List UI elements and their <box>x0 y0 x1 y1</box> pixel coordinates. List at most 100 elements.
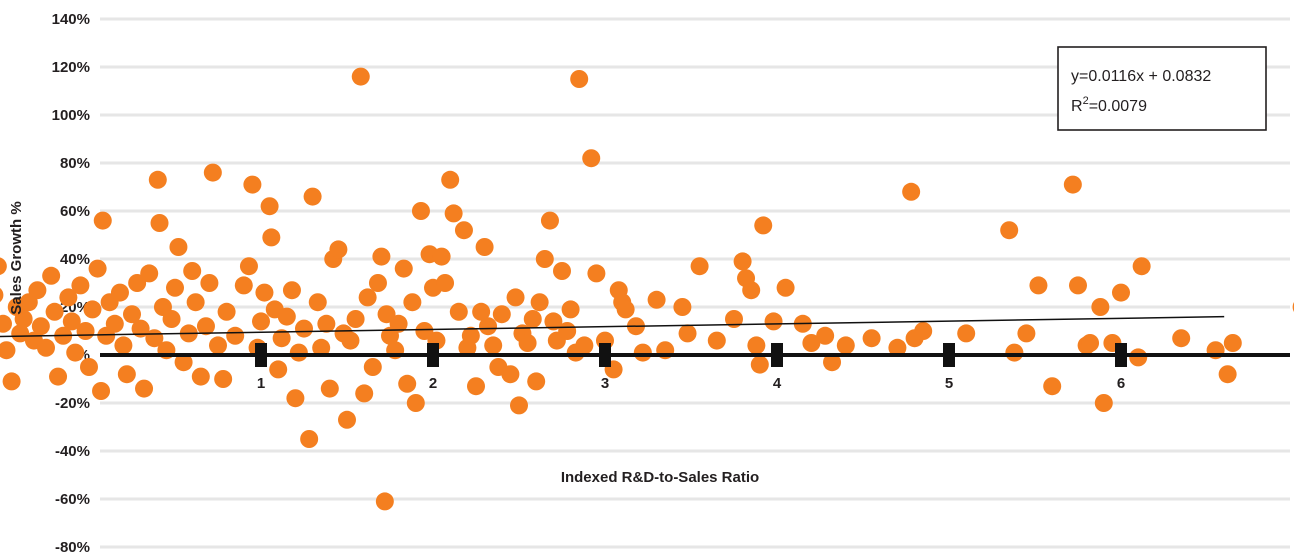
data-point <box>902 182 921 201</box>
data-point <box>277 307 296 326</box>
data-point <box>678 324 697 343</box>
data-point <box>1132 257 1151 276</box>
y-tick-label: 60% <box>60 203 90 220</box>
data-point <box>174 353 193 372</box>
y-tick-label: 140% <box>52 11 90 28</box>
data-point <box>358 288 377 307</box>
y-tick-label: -80% <box>55 539 90 556</box>
data-point <box>239 257 258 276</box>
data-point <box>540 211 559 230</box>
data-point <box>411 202 430 220</box>
data-point <box>162 310 181 328</box>
x-tick-label: 3 <box>601 375 609 392</box>
data-point <box>725 310 743 328</box>
x-tick-mark <box>943 343 955 367</box>
data-point <box>209 336 227 355</box>
trendline-path <box>0 315 1225 338</box>
r-squared-label: R2=0.0079 <box>1071 95 1147 115</box>
data-point <box>368 274 387 292</box>
data-point <box>0 257 7 275</box>
data-point <box>105 314 124 333</box>
data-point <box>114 336 133 355</box>
data-point <box>764 312 783 331</box>
data-point <box>461 326 480 345</box>
data-point <box>329 240 348 259</box>
data-point <box>14 310 33 328</box>
data-point <box>1000 221 1019 240</box>
r-squared-superscript: 2 <box>1083 95 1089 107</box>
data-point <box>733 252 752 271</box>
data-point <box>506 288 525 307</box>
data-point <box>320 379 339 398</box>
data-point <box>37 338 55 357</box>
data-point <box>616 300 635 319</box>
data-point <box>776 278 795 297</box>
data-point <box>346 310 365 328</box>
data-point <box>42 266 61 285</box>
data-point <box>148 170 167 189</box>
x-tick-label: 4 <box>773 375 782 392</box>
data-point <box>444 204 463 223</box>
data-point <box>510 396 528 415</box>
x-tick-label: 6 <box>1117 375 1125 392</box>
data-point <box>553 262 571 280</box>
data-point <box>449 302 468 321</box>
data-point <box>363 358 382 376</box>
data-point <box>544 312 563 331</box>
data-point <box>203 163 222 182</box>
data-point <box>183 262 202 280</box>
data-point <box>31 317 50 336</box>
data-point <box>123 305 141 324</box>
data-point <box>186 293 205 312</box>
data-point <box>49 367 68 386</box>
data-point <box>117 365 136 384</box>
data-points <box>0 67 1294 511</box>
data-point <box>802 334 821 352</box>
data-point <box>28 281 47 300</box>
x-axis <box>100 343 1290 367</box>
data-point <box>1081 334 1100 352</box>
x-tick-mark <box>255 343 267 367</box>
data-point <box>570 70 589 88</box>
data-point <box>289 343 308 362</box>
data-point <box>317 314 336 333</box>
data-point <box>150 214 169 232</box>
data-point <box>816 326 835 345</box>
data-point <box>131 319 150 338</box>
x-tick-label: 1 <box>257 375 265 392</box>
data-point <box>140 264 159 283</box>
y-tick-label: -20% <box>55 395 90 412</box>
data-point <box>282 281 301 300</box>
data-point <box>2 372 21 391</box>
data-point <box>92 382 111 400</box>
data-point <box>375 492 394 511</box>
data-point <box>0 287 4 303</box>
data-point <box>957 324 976 343</box>
data-point <box>415 322 434 340</box>
data-point <box>88 259 107 278</box>
x-axis-title: Indexed R&D-to-Sales Ratio <box>561 469 759 486</box>
data-point <box>403 293 422 312</box>
data-point <box>269 360 288 379</box>
data-point <box>587 264 606 283</box>
annotation-frame <box>1057 46 1267 131</box>
data-point <box>243 175 262 194</box>
data-point <box>226 326 245 345</box>
data-point <box>252 312 270 331</box>
data-point <box>169 238 188 256</box>
data-point <box>389 314 408 333</box>
data-point <box>255 283 274 302</box>
data-point <box>501 365 520 384</box>
trendline <box>0 315 1225 338</box>
data-point <box>535 250 554 268</box>
data-point <box>836 336 855 355</box>
data-point <box>1112 283 1130 302</box>
data-point <box>135 379 154 398</box>
data-point <box>742 281 761 300</box>
data-point <box>80 358 98 376</box>
data-point <box>561 300 580 319</box>
data-point <box>234 276 253 295</box>
y-tick-label: 40% <box>60 251 90 268</box>
